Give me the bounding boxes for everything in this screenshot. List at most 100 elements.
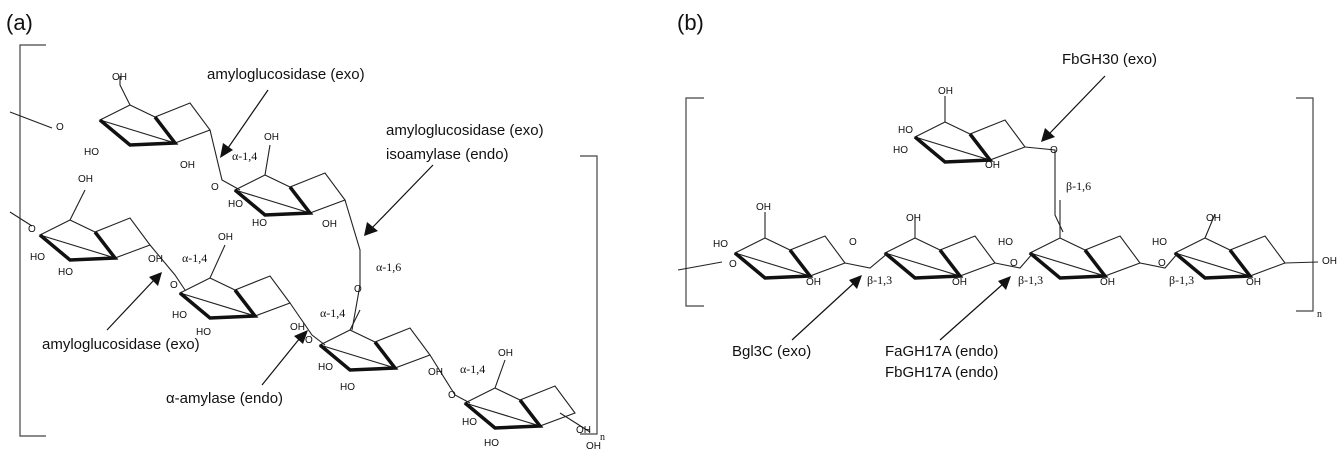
panel-b-o: O [729, 259, 737, 270]
panel-a-left-bracket [19, 44, 46, 437]
panel-b-enzyme-3-line-1: FaGH17A (endo) [885, 343, 998, 360]
panel-a-oh: OH [218, 232, 233, 243]
panel-a-bond-3 [344, 199, 361, 331]
panel-a-ho: HO [462, 417, 477, 428]
panel-b-oh: OH [1206, 213, 1221, 224]
panel-a-linkage-3: α-1,6 [376, 260, 401, 274]
panel-b-linkage-4: β-1,3 [1169, 273, 1194, 287]
panel-a-o: O [448, 390, 456, 401]
panel-b-enzyme-3-line-2: FbGH17A (endo) [885, 364, 998, 381]
panel-b-o: O [1158, 258, 1166, 269]
panel-a-ho: HO [58, 267, 73, 278]
panel-a-arrow-3 [106, 272, 162, 331]
panel-a-oh: OH [428, 367, 443, 378]
panel-b-bond-1 [844, 252, 889, 269]
panel-a-oh: OH [498, 348, 513, 359]
panel-a-enzyme-1: amyloglucosidase (exo) [207, 66, 365, 83]
panel-b-enzyme-2: Bgl3C (exo) [732, 343, 811, 360]
panel-b-linkage-2: β-1,3 [867, 273, 892, 287]
panel-a-repeat-subscript: n [600, 432, 605, 443]
panel-a-bond-5 [429, 354, 471, 404]
panel-a-oh: OH [264, 132, 279, 143]
panel-a-ring-3 [38, 217, 151, 262]
panel-a-linkage-4: α-1,4 [320, 306, 345, 320]
panel-a-enzyme-2-line-2: isoamylase (endo) [386, 146, 509, 163]
panel-b-linkage-3: β-1,3 [1018, 273, 1043, 287]
panel-a-ho: HO [30, 252, 45, 263]
panel-a-arrow-1 [220, 89, 269, 158]
panel-a-ho: HO [340, 382, 355, 393]
panel-b-oh: OH [806, 277, 821, 288]
panel-a-ch2oh-1 [119, 76, 131, 106]
panel-a-o: O [354, 284, 362, 295]
panel-a-oh: OH [576, 425, 591, 436]
panel-b-bond-3 [1139, 252, 1179, 269]
panel-b-oh: OH [938, 86, 953, 97]
panel-a-linkage-5: α-1,4 [460, 362, 485, 376]
panel-b: (b) n [677, 10, 1337, 381]
panel-a-ring-4 [178, 275, 291, 320]
panel-b-bond-4 [1284, 261, 1319, 264]
panel-a-ch2oh-2 [264, 144, 271, 176]
panel-b-oh: OH [985, 160, 1000, 171]
panel-b-ring-3 [1028, 235, 1141, 280]
panel-a-bond-2 [149, 244, 186, 291]
panel-b-arrow-1 [1041, 75, 1106, 142]
panel-a-bond-1 [209, 129, 241, 191]
panel-a-oh: OH [290, 322, 305, 333]
panel-b-label: (b) [677, 10, 704, 35]
panel-a-ch2oh-3 [69, 189, 86, 221]
panel-a-o: O [170, 280, 178, 291]
panel-b-bond-2 [994, 252, 1034, 269]
panel-a-o: O [28, 224, 36, 235]
panel-b-ho: HO [1152, 237, 1167, 248]
panel-b-oh: OH [1322, 256, 1337, 267]
panel-a-ho: HO [318, 362, 333, 373]
panel-b-repeat-subscript: n [1317, 309, 1322, 320]
panel-a-oh: OH [78, 174, 93, 185]
panel-a-ch2oh-5 [349, 309, 361, 331]
panel-a-ring-1 [98, 102, 211, 147]
panel-a-right-bracket [580, 155, 598, 435]
panel-a-bond-4 [289, 302, 326, 346]
panel-a-oh: OH [112, 72, 127, 83]
panel-a-ch2oh-4 [209, 244, 226, 279]
panel-b-left-bracket [685, 97, 704, 307]
panel-a-o: O [56, 122, 64, 133]
panel-b-bond-6 [1024, 146, 1064, 233]
panel-b-oh: OH [1100, 277, 1115, 288]
panel-b-o: O [1010, 258, 1018, 269]
panel-a-oh: OH [180, 160, 195, 171]
panel-b-oh: OH [906, 213, 921, 224]
panel-a-enzyme-4: α-amylase (endo) [166, 390, 283, 407]
panel-a-label: (a) [6, 10, 33, 35]
panel-b-ring-2 [883, 235, 996, 280]
panel-a-ho: HO [484, 438, 499, 449]
panel-b-oh: OH [952, 277, 967, 288]
panel-a-o: O [211, 182, 219, 193]
panel-b-chain-stub [677, 261, 723, 271]
panel-a-bond-6 [559, 412, 591, 433]
panel-b-ho: HO [713, 239, 728, 250]
panel-a-ho: HO [196, 327, 211, 338]
panel-b-oh: OH [1246, 277, 1261, 288]
panel-a-ho: HO [84, 147, 99, 158]
panel-b-arrow-3 [939, 276, 1011, 341]
panel-a-oh: OH [586, 441, 601, 451]
panel-b-enzyme-1: FbGH30 (exo) [1062, 51, 1157, 68]
panel-a-ch2oh-6 [494, 359, 506, 389]
panel-a-chain-stub-1 [9, 111, 53, 129]
panel-a-enzyme-2-line-1: amyloglucosidase (exo) [386, 122, 544, 139]
panel-b-linkage-1: β-1,6 [1066, 179, 1091, 193]
panel-b-ho: HO [998, 237, 1013, 248]
panel-b-ch2oh-4 [1204, 213, 1216, 239]
panel-b-o: O [1050, 145, 1058, 156]
panel-a-ring-2 [233, 172, 346, 217]
panel-b-ho: HO [893, 145, 908, 156]
panel-a-ho: HO [252, 218, 267, 229]
panel-b-arrow-2 [791, 275, 862, 341]
panel-a: (a) n [6, 10, 605, 451]
panel-b-ring-branch [913, 119, 1026, 164]
panel-a-oh: OH [322, 219, 337, 230]
